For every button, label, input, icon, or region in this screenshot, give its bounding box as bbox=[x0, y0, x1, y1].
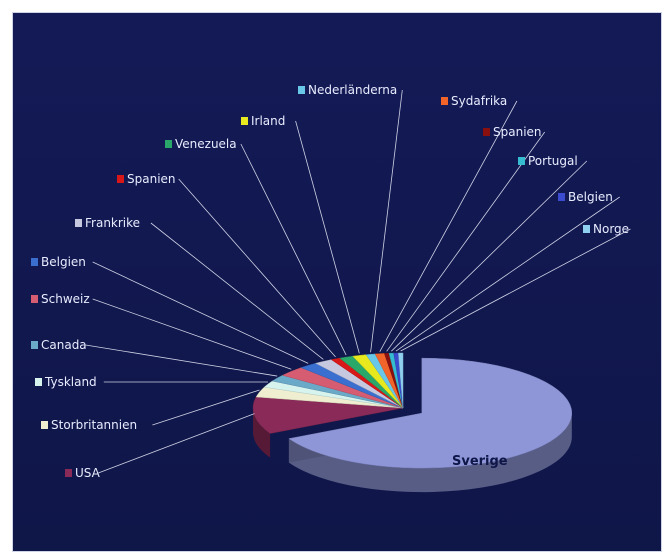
legend-item: Schweiz bbox=[31, 292, 292, 370]
leader-line bbox=[98, 413, 255, 474]
legend-label: Belgien bbox=[41, 255, 86, 269]
pie-tops bbox=[252, 352, 573, 469]
legend-item: USA bbox=[65, 413, 255, 480]
leader-line bbox=[85, 344, 278, 377]
leader-line bbox=[379, 100, 518, 352]
pie-slice-0 bbox=[288, 357, 573, 469]
legend-item: Norge bbox=[400, 222, 631, 352]
legend-swatch bbox=[558, 193, 565, 201]
legend-label: Norge bbox=[593, 222, 629, 236]
legend-item: Venezuela bbox=[165, 137, 347, 356]
legend-item: Canada bbox=[31, 338, 278, 377]
leader-line bbox=[150, 222, 324, 360]
legend-label: Nederländerna bbox=[308, 83, 397, 97]
legend-item: Belgien bbox=[395, 190, 620, 352]
pie-chart: Sverige USA Storbritannien Tyskland Canada Sc… bbox=[31, 83, 631, 493]
legend-item: Tyskland bbox=[35, 375, 268, 389]
leader-line bbox=[240, 143, 347, 356]
legend-swatch bbox=[31, 295, 38, 303]
legend-label: Belgien bbox=[568, 190, 613, 204]
legend-swatch bbox=[441, 97, 448, 105]
pie-slice-1 bbox=[252, 396, 404, 434]
legend-item: Portugal bbox=[391, 154, 588, 352]
leader-line bbox=[152, 389, 260, 426]
leader-line bbox=[391, 160, 588, 352]
leader-line bbox=[395, 196, 620, 352]
legend-label: Venezuela bbox=[175, 137, 237, 151]
leader-line bbox=[92, 261, 309, 364]
legend-label: Spanien bbox=[493, 125, 542, 139]
legend-swatch bbox=[75, 219, 82, 227]
legend-item: Belgien bbox=[31, 255, 309, 364]
leader-line bbox=[386, 131, 546, 352]
legend-item: Irland bbox=[241, 114, 360, 354]
legend-swatch bbox=[65, 469, 72, 477]
legend-item: Frankrike bbox=[75, 216, 324, 360]
legend-label: Canada bbox=[41, 338, 87, 352]
leader-line bbox=[400, 228, 631, 352]
leader-line bbox=[370, 89, 403, 353]
legend-label: USA bbox=[75, 466, 101, 480]
legend-swatch bbox=[31, 341, 38, 349]
legend-swatch bbox=[31, 258, 38, 266]
legend-swatch bbox=[483, 128, 490, 136]
leader-line bbox=[92, 298, 292, 370]
slice-label-sverige: Sverige bbox=[452, 454, 508, 469]
legend-item: Spanien bbox=[386, 125, 546, 352]
legend-label: Schweiz bbox=[41, 292, 90, 306]
leader-line bbox=[295, 120, 360, 354]
legend-label: Spanien bbox=[127, 172, 176, 186]
legend-item: Sydafrika bbox=[379, 94, 518, 352]
legend-label: Storbritannien bbox=[51, 418, 137, 432]
legend-swatch bbox=[298, 86, 305, 94]
chart-frame: Sverige USA Storbritannien Tyskland Canada Sc… bbox=[12, 12, 662, 552]
legend-item: Nederländerna bbox=[298, 83, 403, 353]
pie-slice-16 bbox=[398, 352, 404, 409]
legend-label: Portugal bbox=[528, 154, 578, 168]
legend-callouts: USA Storbritannien Tyskland Canada Schweiz Be… bbox=[31, 83, 631, 480]
legend-label: Frankrike bbox=[85, 216, 140, 230]
legend-swatch bbox=[41, 421, 48, 429]
legend-label: Sydafrika bbox=[451, 94, 507, 108]
legend-swatch bbox=[583, 225, 590, 233]
legend-swatch bbox=[165, 140, 172, 148]
legend-item: Storbritannien bbox=[41, 389, 260, 432]
legend-item: Spanien bbox=[117, 172, 336, 358]
legend-label: Tyskland bbox=[44, 375, 97, 389]
legend-swatch bbox=[117, 175, 124, 183]
legend-swatch bbox=[35, 378, 42, 386]
leader-line bbox=[178, 178, 336, 358]
legend-label: Irland bbox=[251, 114, 285, 128]
legend-swatch bbox=[518, 157, 525, 165]
pie-slice-side bbox=[288, 413, 572, 493]
pie-slice-side bbox=[253, 408, 271, 458]
legend-swatch bbox=[241, 117, 248, 125]
